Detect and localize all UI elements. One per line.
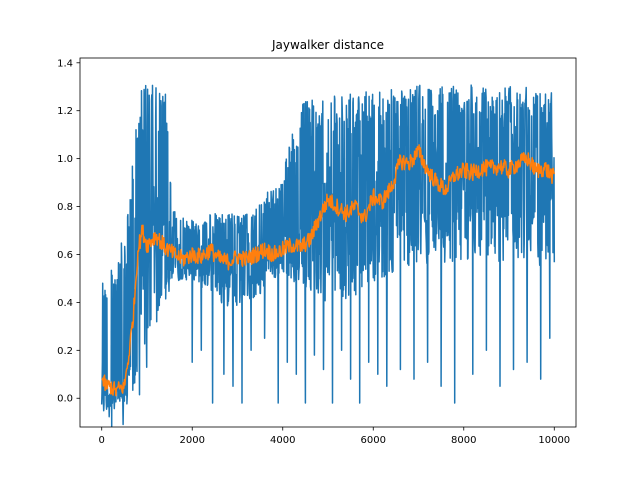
y-tick-label: 0.0 <box>57 394 73 405</box>
axes-frame <box>79 57 577 428</box>
y-tick-label: 0.6 <box>57 250 73 261</box>
series-raw-line <box>100 84 556 427</box>
x-tick-label: 2000 <box>180 435 205 446</box>
x-tick-label: 4000 <box>270 435 295 446</box>
y-tick-label: 1.4 <box>57 58 73 69</box>
y-tick-label: 0.2 <box>57 346 73 357</box>
y-tick-label: 1.2 <box>57 106 73 117</box>
x-tick-label: 10000 <box>538 435 570 446</box>
chart-title: Jaywalker distance <box>271 38 384 52</box>
series-smoothed-line <box>101 144 556 397</box>
y-tick-label: 1.0 <box>57 154 73 165</box>
y-tick-label: 0.4 <box>57 298 73 309</box>
x-tick-label: 6000 <box>361 435 386 446</box>
y-tick-label: 0.8 <box>57 202 73 213</box>
x-tick-label: 8000 <box>451 435 476 446</box>
x-tick-label: 0 <box>99 435 105 446</box>
